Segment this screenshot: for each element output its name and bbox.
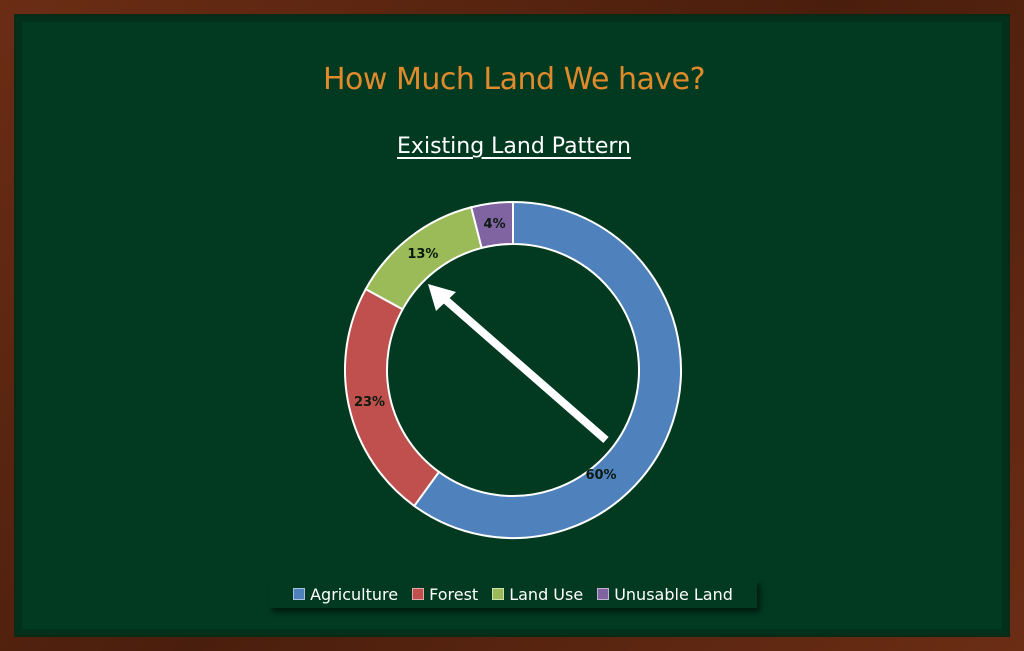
slide-title: How Much Land We have? bbox=[322, 62, 706, 97]
chalkboard: How Much Land We have? Existing Land Pat… bbox=[14, 14, 1010, 637]
legend-label: Unusable Land bbox=[614, 584, 733, 604]
legend-swatch bbox=[597, 588, 610, 600]
legend-swatch bbox=[412, 588, 425, 600]
donut-chart: 60% 23% 13% 4% bbox=[343, 200, 682, 539]
data-label-land-use: 13% bbox=[407, 247, 438, 262]
chart-legend: Agriculture Forest Land Use Unusable Land bbox=[269, 580, 757, 608]
annotation-arrow bbox=[428, 284, 609, 444]
legend-swatch bbox=[293, 588, 306, 600]
arrow-shaft bbox=[437, 291, 609, 444]
data-label-agriculture: 60% bbox=[585, 468, 616, 483]
legend-item-forest: Forest bbox=[412, 585, 478, 604]
data-label-unusable-land: 4% bbox=[484, 217, 506, 232]
legend-label: Agriculture bbox=[310, 584, 399, 604]
segment-unusable-land bbox=[470, 200, 514, 250]
legend-swatch bbox=[492, 588, 505, 600]
chart-title: Existing Land Pattern bbox=[397, 134, 631, 159]
legend-item-unusable-land: Unusable Land bbox=[597, 585, 733, 604]
legend-item-land-use: Land Use bbox=[492, 585, 583, 604]
legend-label: Land Use bbox=[509, 584, 584, 604]
arrow-head bbox=[428, 284, 456, 311]
segment-agriculture bbox=[412, 200, 682, 539]
data-label-forest: 23% bbox=[354, 395, 385, 410]
legend-item-agriculture: Agriculture bbox=[293, 585, 398, 604]
legend-label: Forest bbox=[429, 584, 479, 604]
